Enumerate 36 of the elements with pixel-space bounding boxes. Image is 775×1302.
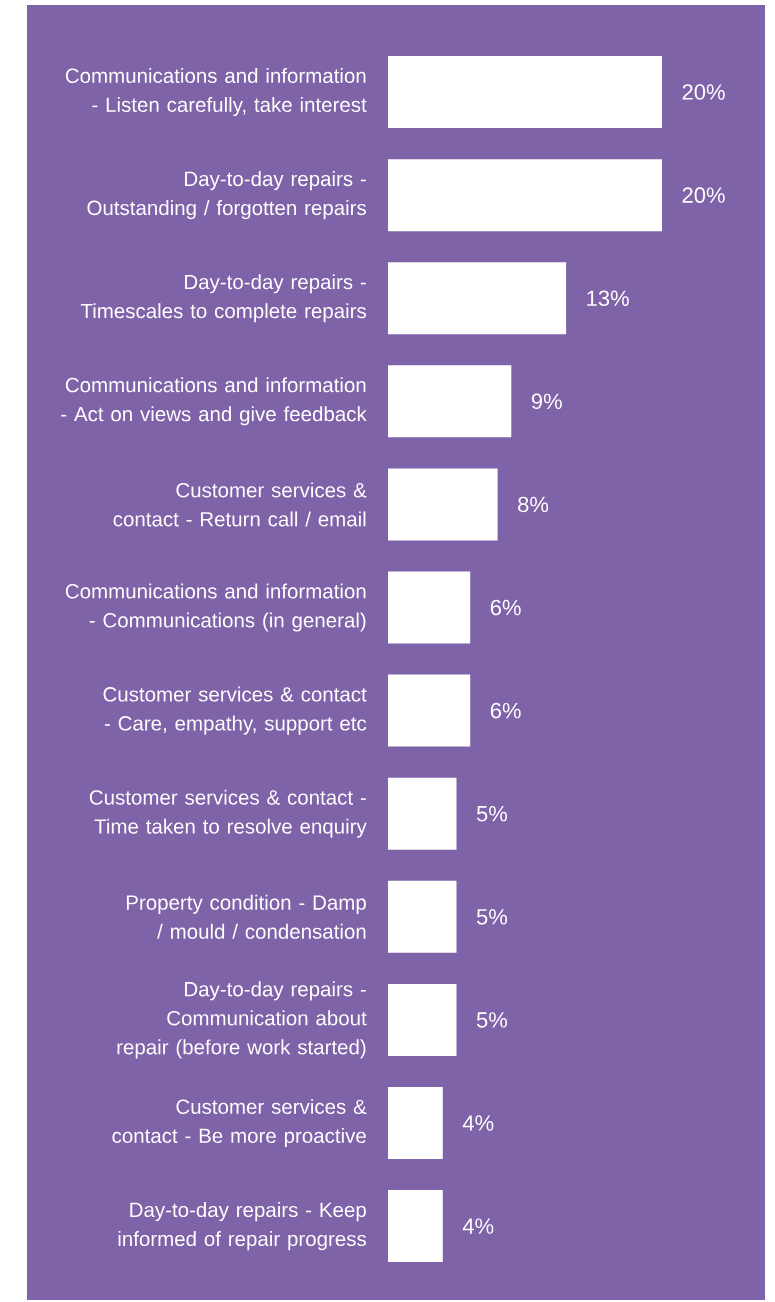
y-tick-label: Customer services & contact - Return call / email bbox=[113, 482, 367, 527]
data-label: 20% bbox=[682, 187, 725, 203]
bar bbox=[387, 468, 498, 541]
bar bbox=[387, 159, 662, 232]
data-label: 5% bbox=[476, 909, 508, 925]
data-label: 5% bbox=[476, 1012, 508, 1028]
data-label: 8% bbox=[518, 496, 549, 513]
y-tick-label: Day-to-day repairs - Timescales to complete repairs bbox=[80, 274, 366, 323]
bar bbox=[387, 571, 471, 644]
bar bbox=[387, 880, 457, 953]
data-label: 20% bbox=[682, 84, 725, 100]
bar bbox=[387, 56, 662, 129]
bar bbox=[387, 674, 471, 747]
y-tick-label: Customer services & contact - Be more proactive bbox=[112, 1098, 367, 1148]
y-tick-label: Property condition - Damp / mould / condensation bbox=[126, 894, 366, 939]
y-tick-label: Communications and information - Communications (in general) bbox=[65, 583, 366, 632]
y-tick-label: Customer services & contact - Care, empathy, support etc bbox=[103, 686, 367, 735]
bar bbox=[387, 777, 457, 850]
data-label: 4% bbox=[462, 1218, 494, 1234]
y-tick-label: Communications and information - Listen carefully, take interest bbox=[65, 67, 367, 117]
data-label: 9% bbox=[531, 393, 562, 410]
y-tick-label: Day-to-day repairs - Outstanding / forgotten repairs bbox=[87, 171, 366, 220]
bar bbox=[387, 262, 567, 335]
data-label: 13% bbox=[587, 290, 629, 307]
y-tick-label: Day-to-day repairs - Communication about repair (before work started) bbox=[117, 981, 367, 1059]
y-tick-label: Day-to-day repairs - Keep informed of repair progress bbox=[118, 1202, 366, 1251]
bar bbox=[387, 1190, 443, 1263]
bar bbox=[387, 983, 457, 1056]
y-tick-label: Communications and information - Act on views and give feedback bbox=[61, 377, 367, 426]
data-label: 6% bbox=[490, 599, 521, 616]
y-tick-label: Customer services & contact - Time taken to resolve enquiry bbox=[89, 789, 367, 838]
data-label: 4% bbox=[462, 1115, 494, 1131]
bar bbox=[387, 1087, 443, 1160]
data-label: 6% bbox=[490, 702, 521, 719]
bar bbox=[387, 365, 512, 438]
data-label: 5% bbox=[476, 805, 508, 822]
